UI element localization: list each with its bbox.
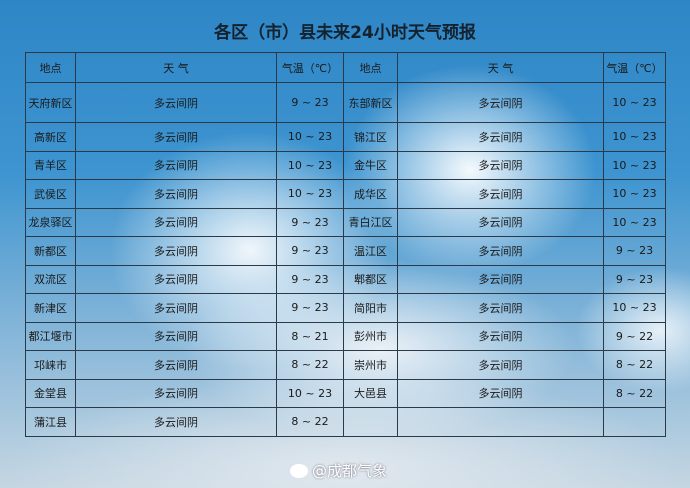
location-cell: 郫都区 [343, 264, 398, 294]
temp-cell: 9 ~ 23 [276, 82, 344, 123]
location-cell: 新都区 [25, 236, 76, 266]
table-row: 高新区 多云间阴 10 ~ 23 锦江区 多云间阴 10 ~ 23 [25, 122, 666, 152]
weather-cell: 多云间阴 [397, 350, 604, 380]
temp-cell: 9 ~ 22 [603, 321, 666, 351]
weather-cell: 多云间阴 [397, 207, 604, 237]
location-cell [343, 407, 398, 437]
weather-cell: 多云间阴 [75, 82, 277, 123]
table-row: 双流区 多云间阴 9 ~ 23 郫都区 多云间阴 9 ~ 23 [25, 264, 666, 294]
header-temp: 气温（℃） [603, 52, 666, 83]
weather-cell: 多云间阴 [397, 179, 604, 209]
temp-cell: 10 ~ 23 [276, 378, 344, 408]
temp-cell: 9 ~ 23 [603, 236, 666, 266]
weather-cell: 多云间阴 [75, 378, 277, 408]
table-row: 武侯区 多云间阴 10 ~ 23 成华区 多云间阴 10 ~ 23 [25, 179, 666, 209]
weather-cell: 多云间阴 [397, 150, 604, 180]
weather-cell: 多云间阴 [397, 378, 604, 408]
temp-cell [603, 407, 666, 437]
location-cell: 蒲江县 [25, 407, 76, 437]
table-header-row: 地点 天 气 气温（℃） 地点 天 气 气温（℃） [25, 52, 666, 83]
temp-cell: 8 ~ 21 [276, 321, 344, 351]
header-temp: 气温（℃） [276, 52, 344, 83]
table-row: 青羊区 多云间阴 10 ~ 23 金牛区 多云间阴 10 ~ 23 [25, 150, 666, 180]
location-cell: 大邑县 [343, 378, 398, 408]
location-cell: 简阳市 [343, 293, 398, 323]
temp-cell: 10 ~ 23 [603, 122, 666, 152]
temp-cell: 10 ~ 23 [276, 150, 344, 180]
temp-cell: 8 ~ 22 [603, 378, 666, 408]
weather-cell: 多云间阴 [397, 122, 604, 152]
location-cell: 高新区 [25, 122, 76, 152]
table-row: 龙泉驿区 多云间阴 9 ~ 23 青白江区 多云间阴 10 ~ 23 [25, 207, 666, 237]
table-row: 新都区 多云间阴 9 ~ 23 温江区 多云间阴 9 ~ 23 [25, 236, 666, 266]
temp-cell: 10 ~ 23 [276, 122, 344, 152]
temp-cell: 8 ~ 22 [276, 407, 344, 437]
weather-cell: 多云间阴 [75, 122, 277, 152]
weather-cell [397, 407, 604, 437]
temp-cell: 9 ~ 23 [276, 264, 344, 294]
weather-cell: 多云间阴 [397, 293, 604, 323]
table-row: 新津区 多云间阴 9 ~ 23 简阳市 多云间阴 10 ~ 23 [25, 293, 666, 323]
temp-cell: 8 ~ 22 [603, 350, 666, 380]
location-cell: 新津区 [25, 293, 76, 323]
temp-cell: 10 ~ 23 [603, 207, 666, 237]
location-cell: 都江堰市 [25, 321, 76, 351]
header-location: 地点 [25, 52, 76, 83]
temp-cell: 9 ~ 23 [276, 207, 344, 237]
location-cell: 东部新区 [343, 82, 398, 123]
header-weather: 天 气 [397, 52, 604, 83]
location-cell: 龙泉驿区 [25, 207, 76, 237]
header-location: 地点 [343, 52, 398, 83]
weather-cell: 多云间阴 [75, 179, 277, 209]
weather-cell: 多云间阴 [397, 264, 604, 294]
temp-cell: 10 ~ 23 [603, 293, 666, 323]
table-row: 金堂县 多云间阴 10 ~ 23 大邑县 多云间阴 8 ~ 22 [25, 378, 666, 408]
temp-cell: 10 ~ 23 [603, 82, 666, 123]
weather-cell: 多云间阴 [75, 264, 277, 294]
page-title: 各区（市）县未来24小时天气预报 [214, 23, 476, 43]
location-cell: 锦江区 [343, 122, 398, 152]
weather-cell: 多云间阴 [75, 207, 277, 237]
weather-cell: 多云间阴 [75, 350, 277, 380]
location-cell: 金堂县 [25, 378, 76, 408]
weather-cell: 多云间阴 [75, 236, 277, 266]
forecast-table: 地点 天 气 气温（℃） 地点 天 气 气温（℃） 天府新区 多云间阴 9 ~ 23… [25, 52, 666, 437]
location-cell: 金牛区 [343, 150, 398, 180]
location-cell: 双流区 [25, 264, 76, 294]
table-row: 蒲江县 多云间阴 8 ~ 22 [25, 407, 666, 437]
location-cell: 青羊区 [25, 150, 76, 180]
table-row: 邛崃市 多云间阴 8 ~ 22 崇州市 多云间阴 8 ~ 22 [25, 350, 666, 380]
temp-cell: 9 ~ 23 [603, 264, 666, 294]
temp-cell: 10 ~ 23 [603, 150, 666, 180]
temp-cell: 9 ~ 23 [276, 236, 344, 266]
weibo-icon [290, 464, 308, 478]
temp-cell: 10 ~ 23 [603, 179, 666, 209]
location-cell: 天府新区 [25, 82, 76, 123]
header-weather: 天 气 [75, 52, 277, 83]
watermark: @成都气象 [290, 460, 387, 481]
location-cell: 青白江区 [343, 207, 398, 237]
location-cell: 武侯区 [25, 179, 76, 209]
table-row: 都江堰市 多云间阴 8 ~ 21 彭州市 多云间阴 9 ~ 22 [25, 321, 666, 351]
weather-cell: 多云间阴 [75, 150, 277, 180]
table-row: 天府新区 多云间阴 9 ~ 23 东部新区 多云间阴 10 ~ 23 [25, 82, 666, 123]
weather-cell: 多云间阴 [75, 407, 277, 437]
location-cell: 崇州市 [343, 350, 398, 380]
location-cell: 邛崃市 [25, 350, 76, 380]
temp-cell: 8 ~ 22 [276, 350, 344, 380]
temp-cell: 10 ~ 23 [276, 179, 344, 209]
weather-cell: 多云间阴 [75, 321, 277, 351]
weather-cell: 多云间阴 [397, 321, 604, 351]
weather-cell: 多云间阴 [397, 82, 604, 123]
weather-cell: 多云间阴 [75, 293, 277, 323]
location-cell: 彭州市 [343, 321, 398, 351]
location-cell: 成华区 [343, 179, 398, 209]
weather-cell: 多云间阴 [397, 236, 604, 266]
watermark-text: @成都气象 [312, 462, 388, 480]
location-cell: 温江区 [343, 236, 398, 266]
temp-cell: 9 ~ 23 [276, 293, 344, 323]
